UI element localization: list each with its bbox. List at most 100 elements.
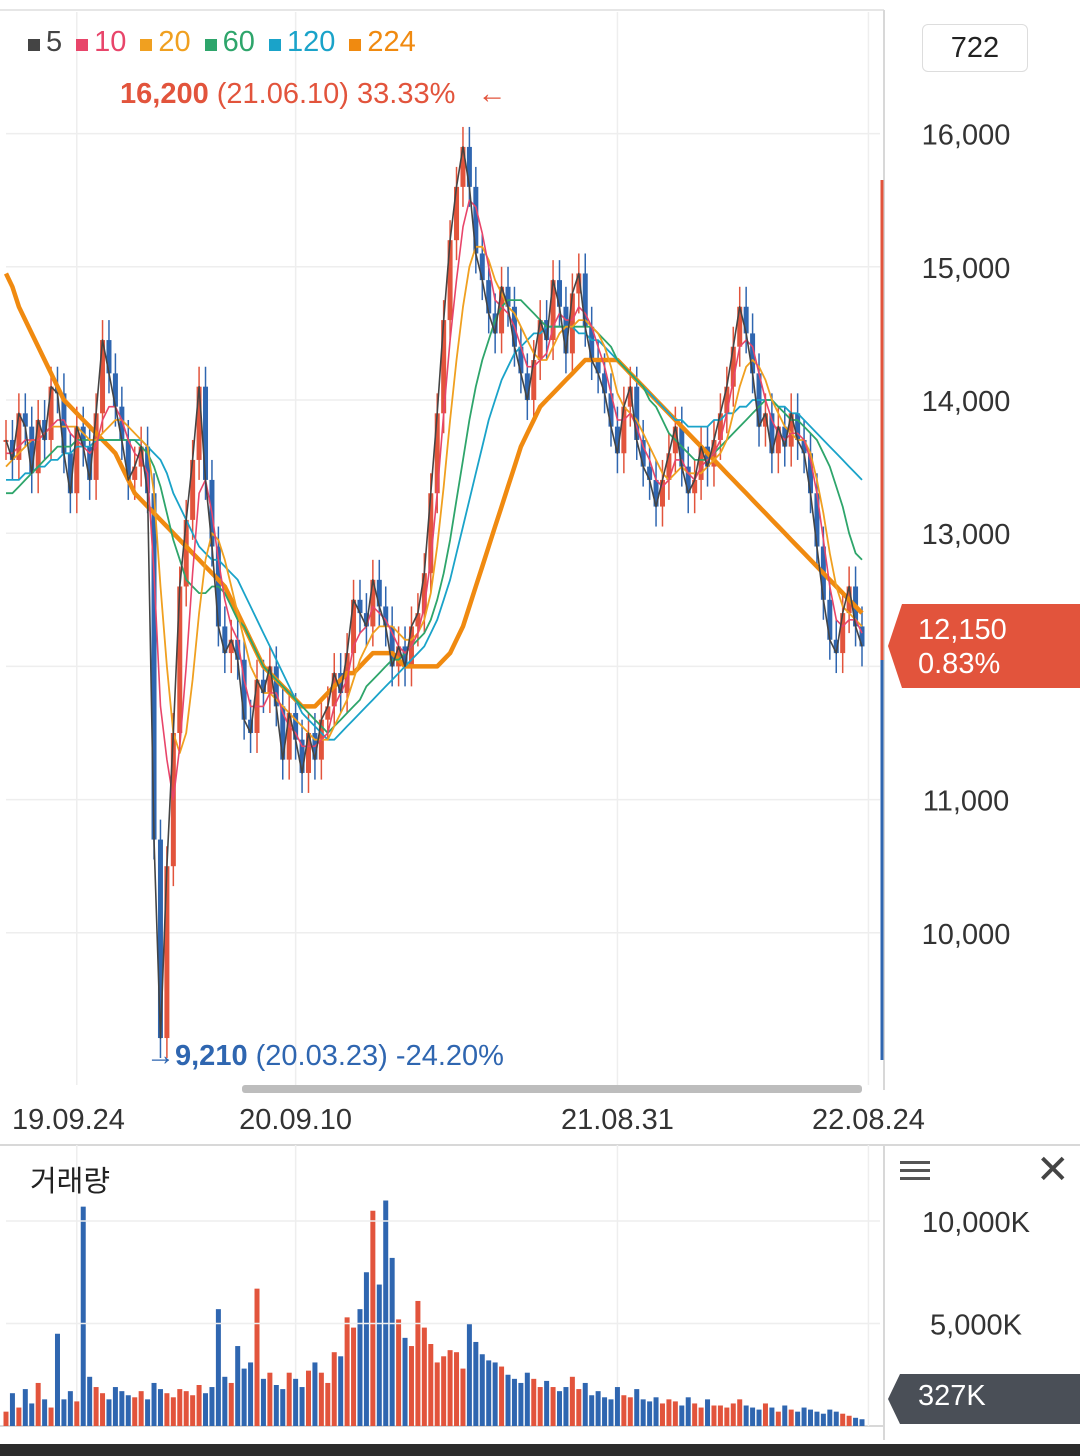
- volume-bar: [235, 1346, 241, 1426]
- candle-body: [473, 186, 479, 254]
- volume-bar: [183, 1391, 189, 1426]
- volume-bar: [801, 1407, 807, 1426]
- period-count-box[interactable]: 722: [922, 24, 1028, 72]
- candle-body: [29, 426, 35, 474]
- volume-bar: [711, 1405, 717, 1426]
- volume-bar: [775, 1411, 781, 1426]
- legend-item-224[interactable]: 224: [349, 26, 416, 59]
- volume-bar: [215, 1309, 221, 1426]
- candle-body: [782, 426, 788, 447]
- candle-body: [16, 413, 22, 460]
- candle-body: [795, 413, 801, 440]
- candle-body: [267, 666, 273, 694]
- volume-bar: [164, 1393, 170, 1426]
- volume-bar: [428, 1344, 434, 1426]
- candle-body: [434, 413, 440, 494]
- volume-bar: [441, 1356, 447, 1426]
- candle-body: [479, 253, 485, 281]
- candle-body: [222, 626, 228, 654]
- low-price-date: (20.03.23): [255, 1040, 388, 1072]
- candle-body: [492, 313, 498, 334]
- volume-bar: [190, 1395, 196, 1426]
- volume-bar: [853, 1417, 859, 1426]
- volume-bar: [203, 1393, 209, 1426]
- candle-body: [769, 413, 775, 454]
- candle-body: [647, 466, 653, 480]
- volume-bar: [145, 1399, 151, 1426]
- volume-bar: [730, 1403, 736, 1426]
- candle-body: [775, 426, 781, 454]
- candle-body: [145, 446, 151, 494]
- current-price-tag: 12,150 0.83%: [888, 604, 1080, 688]
- volume-bar: [228, 1382, 234, 1426]
- ma-legend: 5 10 20 60 120 224: [28, 26, 416, 59]
- candle-body: [653, 479, 659, 507]
- volume-bar: [196, 1385, 202, 1426]
- volume-bar: [782, 1405, 788, 1426]
- candle-body: [518, 346, 524, 374]
- candle-body: [833, 639, 839, 654]
- volume-bar: [112, 1387, 118, 1426]
- candle-body: [499, 286, 505, 334]
- candle-body: [157, 839, 163, 1039]
- volume-bar: [280, 1389, 286, 1426]
- candle-body: [351, 599, 357, 654]
- menu-icon[interactable]: [900, 1156, 930, 1184]
- low-price-pct: -24.20%: [395, 1040, 504, 1072]
- candle-body: [402, 646, 408, 667]
- candle-body: [164, 866, 170, 1039]
- volume-bar: [260, 1378, 266, 1426]
- candle-body: [737, 306, 743, 347]
- legend-item-5[interactable]: 5: [28, 26, 62, 59]
- candle-body: [557, 280, 563, 307]
- legend-item-10[interactable]: 10: [76, 26, 126, 59]
- candle-body: [602, 373, 608, 394]
- candle-body: [621, 406, 627, 454]
- candle-body: [743, 306, 749, 334]
- y-tick-label: 16,000: [922, 120, 1011, 152]
- volume-bar: [22, 1389, 28, 1426]
- candle-body: [273, 666, 279, 707]
- candle-body: [260, 679, 266, 694]
- volume-bar: [795, 1411, 801, 1426]
- volume-bar: [35, 1382, 41, 1426]
- volume-bar: [833, 1411, 839, 1426]
- volume-bar: [42, 1399, 48, 1426]
- volume-bar: [331, 1352, 337, 1426]
- volume-bar: [54, 1333, 60, 1426]
- y-tick-label: 10,000: [922, 919, 1011, 951]
- candle-body: [357, 599, 363, 614]
- candle-body: [9, 439, 15, 460]
- volume-tag-shape: [888, 1374, 1080, 1424]
- legend-item-120[interactable]: 120: [268, 26, 335, 59]
- volume-bar: [589, 1395, 595, 1426]
- volume-bar: [473, 1341, 479, 1426]
- volume-bar: [222, 1376, 228, 1426]
- volume-bar: [402, 1337, 408, 1426]
- candle-body: [370, 579, 376, 627]
- high-price-pct: 33.33%: [357, 78, 456, 110]
- volume-bar: [576, 1389, 582, 1426]
- volume-bar: [511, 1378, 517, 1426]
- volume-bar: [685, 1397, 691, 1426]
- candle-body: [235, 639, 241, 660]
- candle-body: [74, 426, 80, 494]
- candle-body: [840, 613, 846, 654]
- legend-item-60[interactable]: 60: [204, 26, 255, 59]
- legend-item-20[interactable]: 20: [140, 26, 191, 59]
- price-tag-shape: [888, 604, 1080, 688]
- candle-body: [125, 439, 131, 480]
- volume-bar: [100, 1393, 106, 1426]
- volume-bar: [447, 1350, 453, 1426]
- candle-body: [87, 446, 93, 480]
- close-icon[interactable]: ✕: [1036, 1148, 1070, 1192]
- volume-bar: [808, 1409, 814, 1426]
- candle-body: [325, 706, 331, 720]
- volume-bar: [492, 1362, 498, 1426]
- volume-bar: [87, 1376, 93, 1426]
- volume-bar: [524, 1372, 530, 1426]
- volume-bar: [499, 1366, 505, 1426]
- volume-bar: [305, 1370, 311, 1426]
